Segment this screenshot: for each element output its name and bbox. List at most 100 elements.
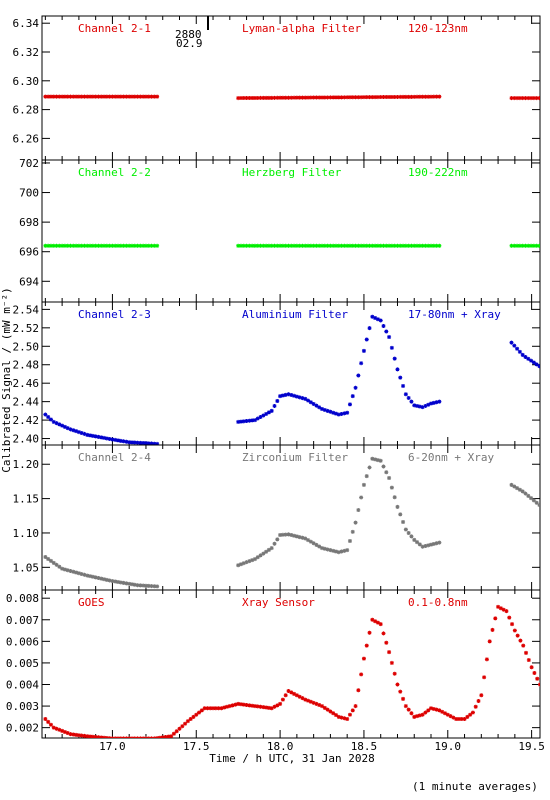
data-point [71, 243, 76, 248]
x-tick-label: 18.5 [351, 740, 378, 753]
data-point [157, 735, 162, 738]
data-point [367, 630, 372, 635]
data-point [423, 710, 428, 715]
data-point [266, 95, 271, 100]
data-point [389, 345, 394, 350]
data-point [532, 670, 537, 675]
data-point [297, 243, 302, 248]
data-point [278, 243, 283, 248]
data-point [188, 717, 193, 722]
data-point [166, 734, 171, 738]
data-point [517, 349, 522, 354]
panel-frame [41, 159, 541, 303]
data-point [60, 566, 65, 571]
data-point [531, 498, 536, 503]
data-point [347, 95, 352, 100]
data-point [163, 734, 168, 738]
data-point [361, 95, 366, 100]
data-point [409, 534, 414, 539]
data-point [280, 243, 285, 248]
data-point [314, 542, 319, 547]
data-point [250, 558, 255, 563]
data-point [82, 94, 87, 99]
data-point [118, 94, 123, 99]
data-point [152, 94, 157, 99]
data-point [345, 548, 350, 553]
data-point [333, 713, 338, 718]
data-point [331, 548, 336, 553]
data-point [517, 243, 522, 248]
data-point [403, 392, 408, 397]
data-point [244, 702, 249, 707]
data-point [398, 689, 403, 694]
data-point [333, 549, 338, 554]
data-point [420, 544, 425, 549]
data-point [381, 464, 386, 469]
data-point [431, 706, 436, 711]
y-tick-label: 2.42 [13, 414, 40, 427]
data-point [250, 703, 255, 708]
data-point [515, 96, 520, 101]
panel-band-label: 17-80nm + Xray [408, 308, 501, 321]
data-point [261, 413, 266, 418]
data-point [99, 576, 104, 581]
data-point [88, 433, 93, 438]
data-point [339, 549, 344, 554]
data-point [68, 243, 73, 248]
data-point [238, 419, 243, 424]
data-point [350, 708, 355, 713]
data-point [104, 436, 109, 441]
data-point [389, 660, 394, 665]
y-tick-label: 0.004 [6, 678, 39, 691]
data-point [537, 243, 540, 248]
data-point [292, 95, 297, 100]
data-point [43, 243, 48, 248]
data-point [359, 95, 364, 100]
data-point [328, 95, 333, 100]
data-point [339, 243, 344, 248]
data-point [199, 708, 204, 713]
data-point [62, 567, 67, 572]
data-point [373, 315, 378, 320]
plot-layer: 6.26 6.28 6.30 6.32 6.34 Channel 2-1 Lyman-alp… [6, 15, 545, 753]
data-point [146, 441, 151, 445]
data-point [292, 243, 297, 248]
y-tick-label: 6.28 [13, 104, 40, 117]
panel-channel-label: Channel 2-4 [78, 451, 151, 464]
data-point [99, 94, 104, 99]
data-point [317, 95, 322, 100]
data-point [283, 95, 288, 100]
data-point [118, 580, 123, 585]
data-series [43, 314, 540, 445]
data-point [434, 243, 439, 248]
y-tick-label: 0.003 [6, 700, 39, 713]
footer-note: (1 minute averages) [412, 780, 538, 793]
data-point [82, 431, 87, 436]
data-point [415, 243, 420, 248]
data-point [266, 705, 271, 710]
data-point [336, 243, 341, 248]
data-point [269, 546, 274, 551]
data-point [110, 437, 115, 442]
data-point [110, 579, 115, 584]
data-point [300, 396, 305, 401]
data-point [132, 243, 137, 248]
data-point [102, 577, 107, 582]
data-point [247, 703, 252, 708]
data-point [76, 733, 81, 738]
data-point [110, 94, 115, 99]
data-point [93, 734, 98, 738]
data-point [403, 243, 408, 248]
data-point [384, 640, 389, 645]
data-point [143, 441, 148, 445]
data-point [375, 458, 380, 463]
data-point [48, 558, 53, 563]
data-point [283, 693, 288, 698]
data-point [93, 575, 98, 580]
data-point [300, 535, 305, 540]
data-point [387, 95, 392, 99]
data-series [43, 456, 540, 589]
y-tick-label: 700 [19, 187, 39, 200]
panel-3: 2.40 2.42 2.44 2.46 2.48 2.50 2.52 2.54 Channel … [13, 301, 541, 446]
data-point [322, 407, 327, 412]
